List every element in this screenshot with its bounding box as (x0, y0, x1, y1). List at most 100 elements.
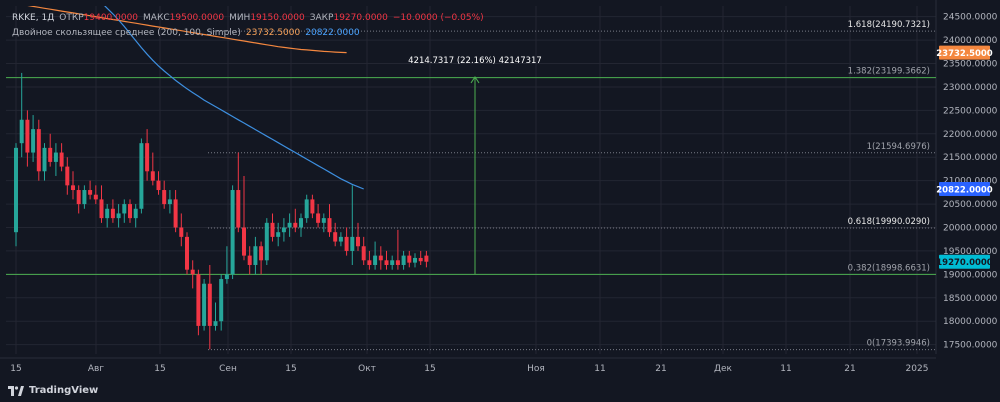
candle-body (293, 222, 298, 228)
candle-body (196, 274, 201, 326)
candle-body (316, 213, 321, 223)
y-tick-label: 23000.0000 (943, 83, 998, 93)
candle-body (110, 208, 115, 219)
low-label: МИН (229, 13, 251, 23)
candle-body (287, 222, 292, 228)
candle-body (156, 180, 161, 191)
chart-legend: RKKE, 1Д ОТКР19400.0000 МАКС19500.0000 М… (12, 11, 484, 41)
fib-label-1.382: 1.382(23199.3662) (848, 67, 930, 77)
candle-body (25, 119, 30, 153)
candle-body (145, 143, 150, 172)
candle-body (361, 246, 366, 261)
candle-body (253, 246, 258, 265)
candle-body (82, 190, 87, 205)
candle-body (401, 255, 406, 265)
open-value: 19400.0000 (83, 13, 139, 23)
tradingview-branding[interactable]: TradingView (8, 385, 98, 396)
x-tick-label: Сен (219, 364, 237, 374)
symbol-label[interactable]: RKKE, 1Д (12, 13, 55, 23)
y-tick-label: 24500.0000 (943, 13, 998, 23)
candle-body (48, 147, 53, 162)
x-tick-label: 15 (285, 364, 296, 374)
candle-body (264, 222, 269, 261)
candle-body (167, 199, 172, 205)
ma-indicator-label[interactable]: Двойное скользящее среднее (200, 100, Si… (12, 28, 241, 38)
ma-200-line (27, 6, 347, 54)
candle-body (236, 190, 241, 228)
x-tick-label: 11 (594, 364, 605, 374)
candle-body (99, 199, 104, 219)
candle-body (338, 236, 343, 242)
fib-label-1.618: 1.618(24190.7321) (848, 20, 930, 30)
low-value: 19150.0000 (250, 13, 305, 23)
y-tick-label: 22500.0000 (943, 106, 998, 116)
candle-body (281, 227, 286, 233)
candle-body (202, 283, 207, 326)
ma-100-line (104, 6, 364, 190)
candle-body (122, 204, 127, 214)
candle-body (247, 255, 252, 265)
candle-body (270, 222, 275, 237)
close-value: 19270.0000 (333, 13, 388, 23)
candle-body (367, 260, 372, 265)
candle-body (395, 260, 400, 265)
candle-body (71, 185, 75, 191)
fib-label-0.382: 0.382(18998.6631) (848, 263, 930, 273)
candle-body (76, 190, 81, 205)
ma-value-2: 20822.0000 (305, 28, 360, 38)
candle-body (413, 257, 417, 263)
ma-row: Двойное скользящее среднее (200, 100, Si… (12, 26, 484, 41)
candle-body (219, 279, 224, 322)
candle-body (344, 236, 349, 251)
candle-body (230, 190, 235, 275)
y-tick-label: 22000.0000 (943, 130, 998, 140)
candle-body (162, 190, 167, 205)
candle-body (179, 227, 184, 237)
x-tick-label: 15 (154, 364, 165, 374)
candle-body (36, 129, 41, 172)
x-tick-label: Дек (714, 364, 733, 374)
x-tick-label: 15 (10, 364, 21, 374)
change-value: −10.0000 (−0.05%) (392, 13, 484, 23)
price-tag-1 (939, 181, 990, 196)
candle-body (418, 257, 423, 262)
candle-body (242, 227, 246, 256)
candle-body (390, 260, 395, 265)
y-tick-label: 18500.0000 (943, 294, 998, 304)
measure-label: 4214.7317 (22.16%) 42147317 (408, 56, 542, 66)
fib-label-0.618: 0.618(19990.0290) (848, 217, 930, 227)
y-tick-label: 18000.0000 (943, 317, 998, 327)
ma-value-1: 23732.5000 (245, 28, 301, 38)
candle-body (133, 208, 138, 219)
candle-body (139, 143, 144, 209)
tradingview-logo-icon (8, 385, 24, 396)
y-tick-label: 21500.0000 (943, 153, 998, 163)
x-tick-label: 2025 (906, 364, 929, 374)
candle-body (93, 194, 98, 200)
fib-label-0: 0(17393.9946) (867, 339, 930, 349)
y-tick-label: 24000.0000 (943, 36, 998, 46)
candle-body (378, 255, 383, 261)
high-value: 19500.0000 (169, 13, 225, 23)
price-tag-label-1: 20822.0000 (936, 185, 993, 195)
y-tick-label: 19000.0000 (943, 270, 998, 280)
candle-body (31, 129, 36, 153)
candle-body (105, 208, 110, 219)
x-tick-label: 15 (424, 364, 435, 374)
candle-body (407, 255, 412, 263)
price-tag-2 (939, 254, 990, 269)
price-tag-label-0: 23732.5000 (936, 49, 993, 59)
fib-label-1: 1(21594.6976) (867, 142, 930, 152)
candle-body (373, 255, 378, 265)
candle-body (207, 283, 212, 326)
candle-body (259, 246, 264, 261)
candle-body (116, 213, 121, 219)
y-tick-label: 19500.0000 (943, 247, 998, 257)
candle-body (356, 236, 360, 247)
candle-body (42, 147, 47, 172)
candle-body (299, 218, 303, 228)
candle-body (213, 321, 218, 326)
candle-body (190, 269, 195, 275)
